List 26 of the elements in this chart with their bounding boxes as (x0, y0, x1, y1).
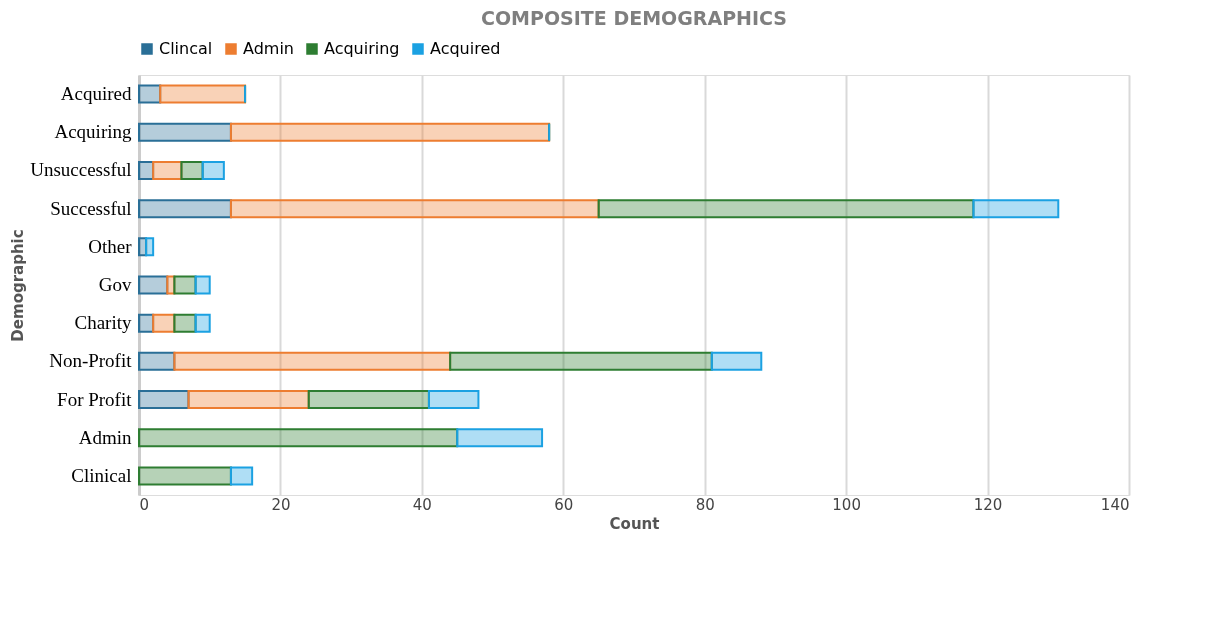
x-tick-label: 120 (973, 495, 1003, 514)
x-axis-title: Count (609, 514, 660, 533)
y-tick-label: Acquired (60, 83, 132, 105)
x-tick-label: 60 (554, 495, 574, 514)
x-tick-label: 100 (832, 495, 861, 514)
legend-label: Acquiring (324, 39, 400, 58)
y-tick-label: Unsuccessful (30, 159, 132, 181)
y-axis-title: Demographic (9, 229, 28, 342)
y-tick-label: Acquiring (54, 121, 132, 143)
y-tick-label: Successful (50, 197, 132, 219)
y-tick-label: For Profit (57, 388, 133, 410)
x-tick-label: 40 (412, 495, 432, 514)
y-tick-label: Other (88, 235, 133, 257)
chart-title: COMPOSITE DEMOGRAPHICS (480, 7, 788, 29)
legend-label: Clincal (159, 39, 213, 58)
x-tick-label: 80 (695, 495, 715, 514)
legend-label: Admin (243, 39, 294, 58)
x-tick-label: 140 (1100, 495, 1130, 514)
legend-label: Acquired (430, 39, 501, 58)
y-tick-label: Admin (78, 426, 132, 448)
y-tick-label: Charity (74, 312, 132, 334)
x-tick-label: 0 (139, 495, 150, 514)
y-tick-label: Non-Profit (49, 350, 133, 372)
y-tick-label: Clinical (71, 464, 132, 486)
x-tick-label: 20 (271, 495, 291, 514)
y-tick-label: Gov (98, 274, 132, 295)
